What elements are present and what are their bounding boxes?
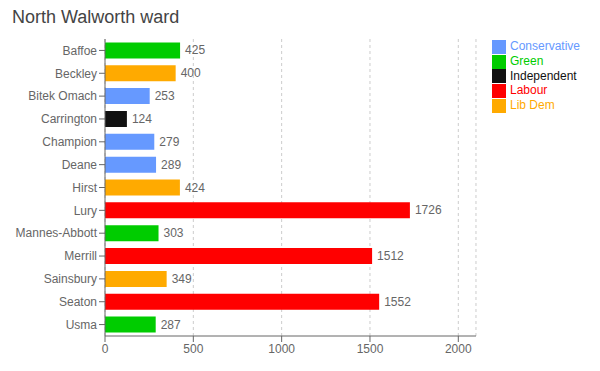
svg-text:279: 279	[159, 135, 179, 149]
html-text:Conservative: Conservative	[510, 39, 580, 53]
svg-text:Carrington: Carrington	[41, 112, 97, 126]
svg-text:424: 424	[185, 181, 205, 195]
html-text:Lib Dem: Lib Dem	[510, 98, 555, 113]
svg-text:287: 287	[161, 318, 181, 332]
svg-text:1500: 1500	[357, 342, 384, 356]
svg-text:1552: 1552	[384, 295, 411, 309]
html-text:North Walworth ward: North Walworth ward	[12, 7, 180, 27]
svg-text:Bitek Omach: Bitek Omach	[28, 89, 97, 103]
svg-text:Lury: Lury	[74, 204, 97, 218]
svg-text:0: 0	[102, 342, 109, 356]
svg-text:Seaton: Seaton	[59, 295, 97, 309]
svg-text:253: 253	[155, 89, 175, 103]
svg-text:124: 124	[132, 112, 152, 126]
svg-text:Deane: Deane	[62, 158, 98, 172]
svg-text:425: 425	[185, 43, 205, 57]
svg-text:400: 400	[181, 66, 201, 80]
svg-text:Hirst: Hirst	[72, 181, 97, 195]
svg-text:1512: 1512	[377, 249, 404, 263]
html-text:Green: Green	[510, 53, 544, 68]
svg-text:303: 303	[164, 226, 184, 240]
svg-text:Merrill: Merrill	[64, 249, 97, 263]
svg-text:1000: 1000	[268, 342, 295, 356]
svg-text:Baffoe: Baffoe	[63, 44, 98, 58]
svg-text:Mannes-Abbott: Mannes-Abbott	[16, 226, 98, 240]
svg-text:1726: 1726	[415, 203, 442, 217]
svg-text:500: 500	[183, 342, 203, 356]
svg-text:2000: 2000	[445, 342, 472, 356]
svg-text:Usma: Usma	[66, 318, 98, 332]
svg-text:Sainsbury: Sainsbury	[44, 272, 97, 286]
html-text:Independent: Independent	[510, 68, 577, 83]
svg-text:Beckley: Beckley	[55, 67, 97, 81]
svg-text:Champion: Champion	[42, 135, 97, 149]
svg-text:289: 289	[161, 158, 181, 172]
html-text:Labour: Labour	[510, 83, 548, 98]
svg-text:349: 349	[172, 272, 192, 286]
